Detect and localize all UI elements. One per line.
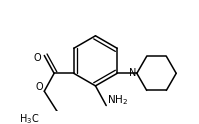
Text: H$_3$C: H$_3$C xyxy=(20,112,40,124)
Text: O: O xyxy=(34,53,42,63)
Text: NH$_2$: NH$_2$ xyxy=(107,93,128,107)
Text: O: O xyxy=(36,82,43,92)
Text: N: N xyxy=(129,68,136,78)
